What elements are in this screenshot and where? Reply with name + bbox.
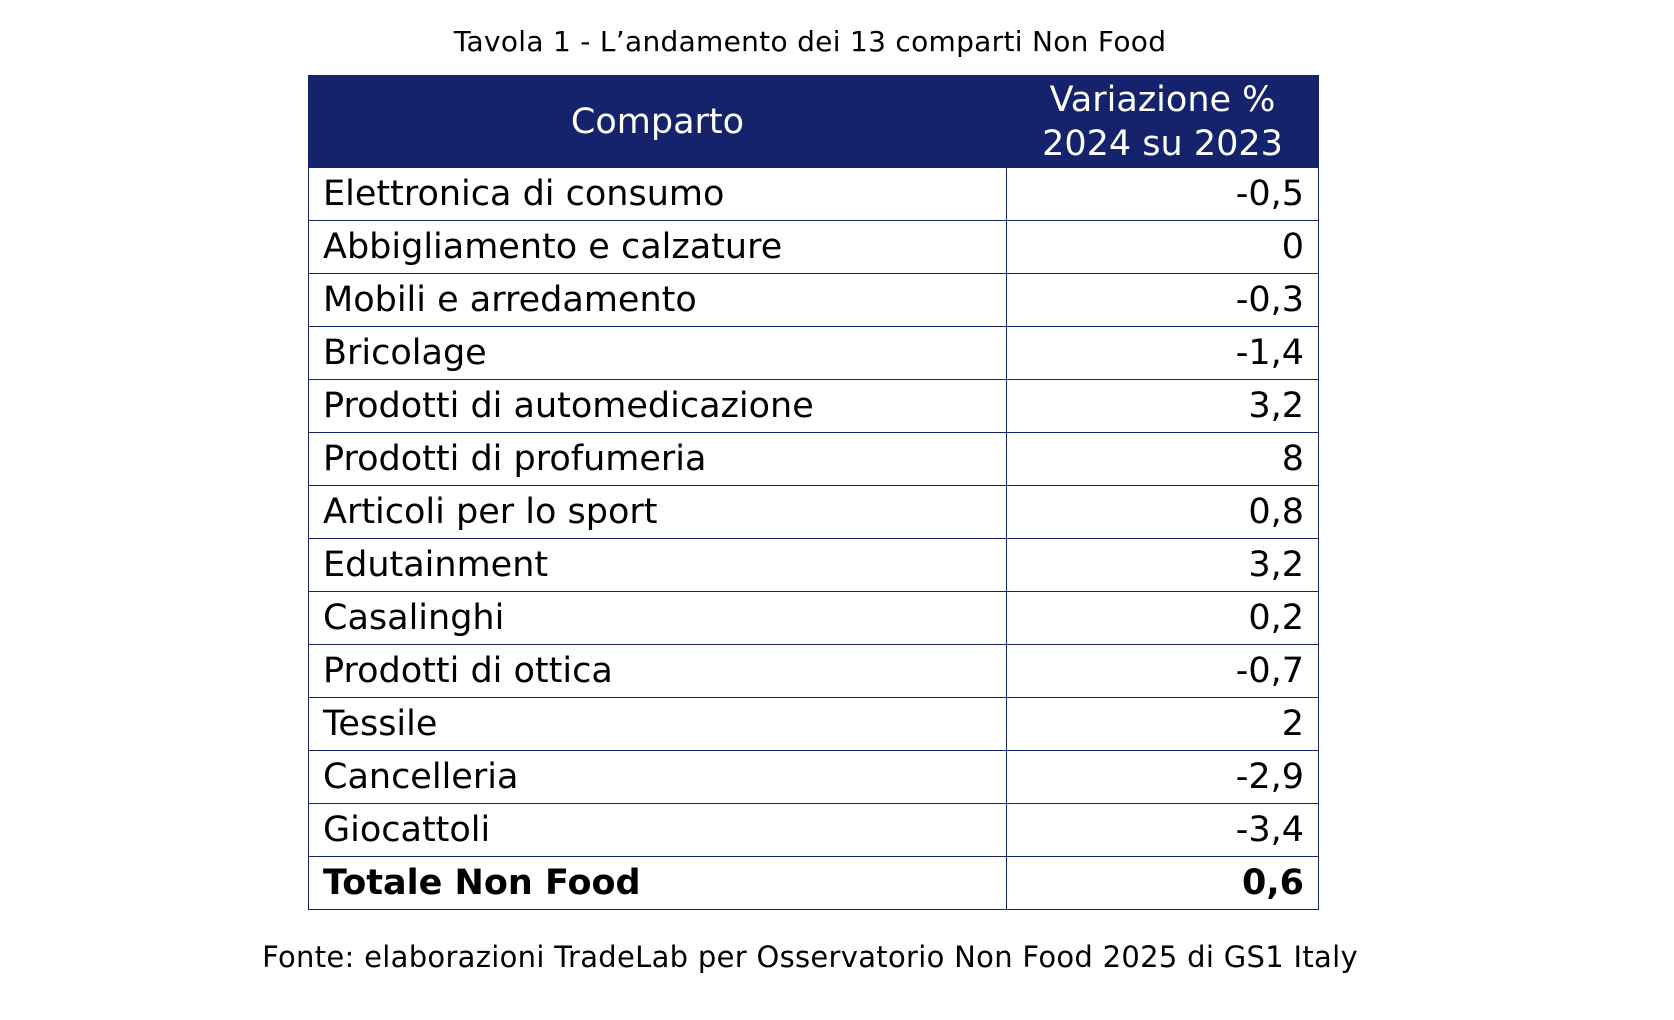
table-title: Tavola 1 - L’andamento dei 13 comparti N… xyxy=(453,25,1167,58)
row-value: -0,7 xyxy=(1006,644,1319,698)
table-row: Prodotti di automedicazione 3,2 xyxy=(308,379,1319,433)
table-row: Prodotti di ottica -0,7 xyxy=(308,644,1319,698)
header-variazione-line2: 2024 su 2023 xyxy=(1042,123,1283,164)
row-name: Mobili e arredamento xyxy=(308,273,1007,327)
row-name: Prodotti di automedicazione xyxy=(308,379,1007,433)
row-name: Tessile xyxy=(308,697,1007,751)
row-value: 0,8 xyxy=(1006,485,1319,539)
header-variazione: Variazione % 2024 su 2023 xyxy=(1006,75,1319,168)
row-value: -0,5 xyxy=(1006,167,1319,221)
row-name: Abbigliamento e calzature xyxy=(308,220,1007,274)
total-row: Totale Non Food 0,6 xyxy=(308,856,1319,910)
table-row: Tessile 2 xyxy=(308,697,1319,751)
row-value: -3,4 xyxy=(1006,803,1319,857)
table-header-row: Comparto Variazione % 2024 su 2023 xyxy=(308,75,1319,168)
row-value: 0 xyxy=(1006,220,1319,274)
row-name: Casalinghi xyxy=(308,591,1007,645)
source-note: Fonte: elaborazioni TradeLab per Osserva… xyxy=(262,940,1358,974)
row-name: Prodotti di profumeria xyxy=(308,432,1007,486)
row-value: 3,2 xyxy=(1006,538,1319,592)
table-row: Elettronica di consumo -0,5 xyxy=(308,167,1319,221)
row-value: -1,4 xyxy=(1006,326,1319,380)
row-name: Cancelleria xyxy=(308,750,1007,804)
table-row: Articoli per lo sport 0,8 xyxy=(308,485,1319,539)
row-value: 8 xyxy=(1006,432,1319,486)
row-name: Articoli per lo sport xyxy=(308,485,1007,539)
table-row: Abbigliamento e calzature 0 xyxy=(308,220,1319,274)
row-name: Elettronica di consumo xyxy=(308,167,1007,221)
total-name: Totale Non Food xyxy=(308,856,1007,910)
row-value: 3,2 xyxy=(1006,379,1319,433)
table-row: Giocattoli -3,4 xyxy=(308,803,1319,857)
table-row: Prodotti di profumeria 8 xyxy=(308,432,1319,486)
row-value: -2,9 xyxy=(1006,750,1319,804)
row-value: 0,2 xyxy=(1006,591,1319,645)
table-row: Cancelleria -2,9 xyxy=(308,750,1319,804)
table-row: Bricolage -1,4 xyxy=(308,326,1319,380)
row-name: Giocattoli xyxy=(308,803,1007,857)
header-comparto: Comparto xyxy=(308,75,1007,168)
row-name: Edutainment xyxy=(308,538,1007,592)
row-name: Prodotti di ottica xyxy=(308,644,1007,698)
table-row: Mobili e arredamento -0,3 xyxy=(308,273,1319,327)
table-row: Casalinghi 0,2 xyxy=(308,591,1319,645)
row-name: Bricolage xyxy=(308,326,1007,380)
table-row: Edutainment 3,2 xyxy=(308,538,1319,592)
header-variazione-line1: Variazione % xyxy=(1049,79,1276,120)
total-value: 0,6 xyxy=(1006,856,1319,910)
data-table: Comparto Variazione % 2024 su 2023 Elett… xyxy=(308,75,1319,910)
row-value: 2 xyxy=(1006,697,1319,751)
row-value: -0,3 xyxy=(1006,273,1319,327)
